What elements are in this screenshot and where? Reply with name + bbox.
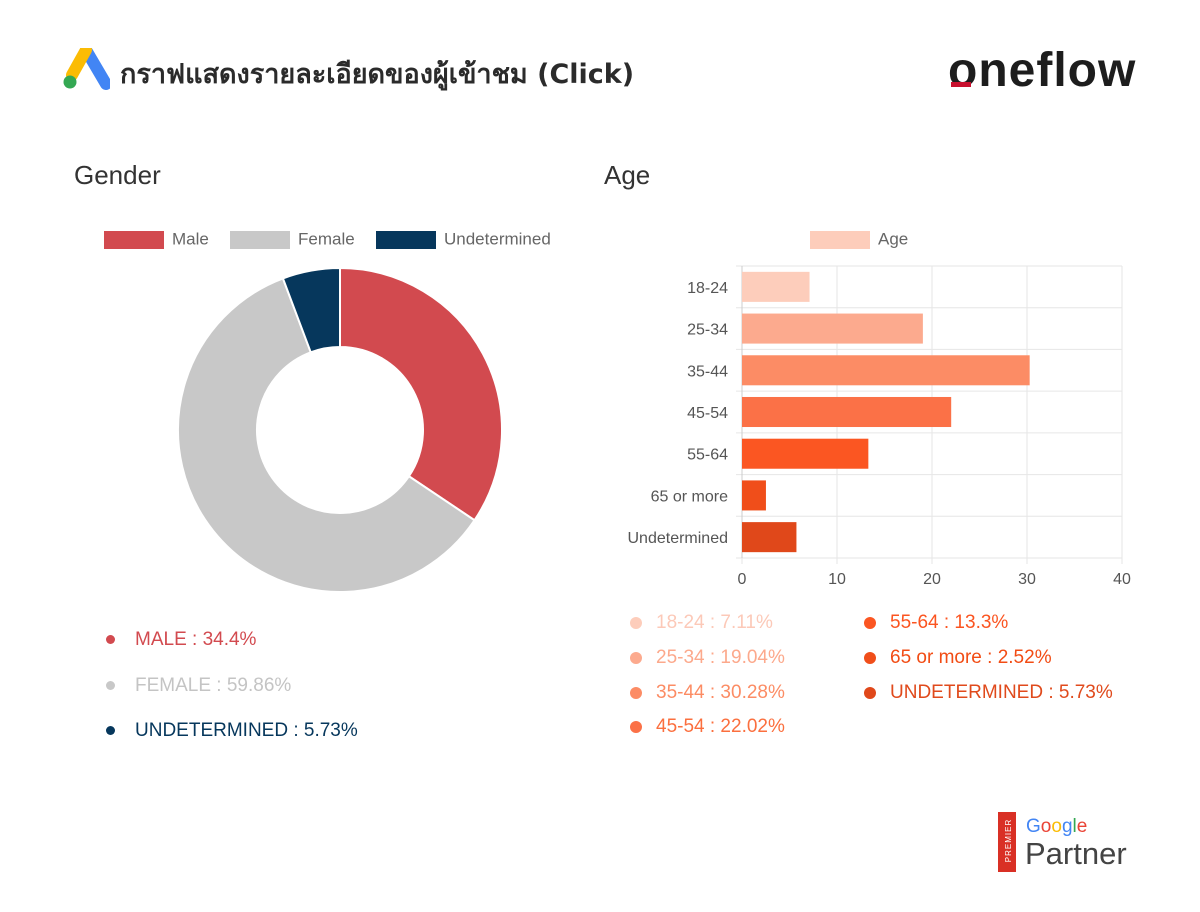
brand-name: oneflow — [948, 46, 1136, 96]
y-tick-label: 35-44 — [687, 363, 728, 380]
y-tick-label: 65 or more — [651, 488, 728, 505]
age-summary-18-24: 18-24 : 7.11% — [630, 612, 773, 634]
age-title: Age — [604, 160, 651, 190]
bar-55-64[interactable] — [742, 438, 869, 469]
y-tick-label: 45-54 — [687, 405, 728, 422]
gender-donut-chart — [177, 266, 503, 593]
gender-summary-male: MALE : 34.4% — [106, 629, 256, 651]
y-tick-label: 25-34 — [687, 322, 728, 339]
bar-25-34[interactable] — [742, 313, 923, 344]
oneflow-logo-icon: oneflow — [948, 44, 1136, 97]
age-summary-35-44: 35-44 : 30.28% — [630, 682, 785, 704]
y-tick-label: 55-64 — [687, 447, 728, 464]
google-ads-icon — [63, 48, 110, 90]
legend-label: Male — [172, 229, 209, 249]
legend-age[interactable]: Age — [810, 229, 908, 250]
legend-swatch-male — [104, 230, 164, 249]
age-summary-25-34: 25-34 : 19.04% — [630, 647, 785, 669]
premier-label: PREMIER — [1004, 818, 1014, 863]
legend-male[interactable]: Male — [104, 229, 209, 250]
y-tick-label: 18-24 — [687, 280, 728, 297]
legend-label: Female — [298, 229, 355, 249]
donut-slice-female[interactable] — [177, 277, 476, 593]
age-summary-65-or-more: 65 or more : 2.52% — [864, 647, 1052, 669]
x-tick-label: 0 — [738, 571, 747, 588]
y-tick-label: Undetermined — [628, 530, 729, 547]
legend-label: Undetermined — [444, 229, 551, 249]
legend-label: Age — [878, 229, 909, 249]
x-tick-label: 10 — [828, 571, 846, 588]
gender-summary-undetermined: UNDETERMINED : 5.73% — [106, 720, 358, 742]
legend-swatch-undetermined — [376, 230, 436, 249]
age-summary-45-54: 45-54 : 22.02% — [630, 716, 785, 738]
bar-65-or-more[interactable] — [742, 480, 766, 511]
bar-35-44[interactable] — [742, 355, 1030, 386]
bar-18-24[interactable] — [742, 271, 810, 302]
legend-female[interactable]: Female — [230, 229, 355, 250]
brand-logo: oneflow — [948, 44, 1163, 100]
gender-title: Gender — [74, 160, 161, 190]
legend-swatch-female — [230, 230, 290, 249]
x-tick-label: 30 — [1018, 571, 1036, 588]
donut-slice-undetermined[interactable] — [281, 266, 341, 354]
google-wordmark: Google — [1026, 816, 1088, 837]
legend-undetermined[interactable]: Undetermined — [376, 229, 551, 250]
partner-label: Partner — [1025, 836, 1127, 871]
bar-45-54[interactable] — [742, 396, 952, 428]
google-partner-badge: PREMIER Google Partner — [998, 812, 1158, 872]
x-tick-label: 20 — [923, 571, 941, 588]
age-summary-undetermined: UNDETERMINED : 5.73% — [864, 682, 1113, 704]
page-title: กราฟแสดงรายละเอียดของผู้เข้าชม (Click) — [120, 59, 635, 90]
donut-slice-male[interactable] — [339, 266, 503, 522]
bar-undetermined[interactable] — [742, 522, 797, 553]
age-summary-55-64: 55-64 : 13.3% — [864, 612, 1008, 634]
x-tick-label: 40 — [1113, 571, 1131, 588]
gender-summary-female: FEMALE : 59.86% — [106, 675, 291, 697]
legend-swatch-age — [810, 230, 870, 249]
age-bar-chart: 0 10 20 30 40 18-24 25-34 35-44 45-54 55-64 65 or … — [628, 265, 1131, 588]
